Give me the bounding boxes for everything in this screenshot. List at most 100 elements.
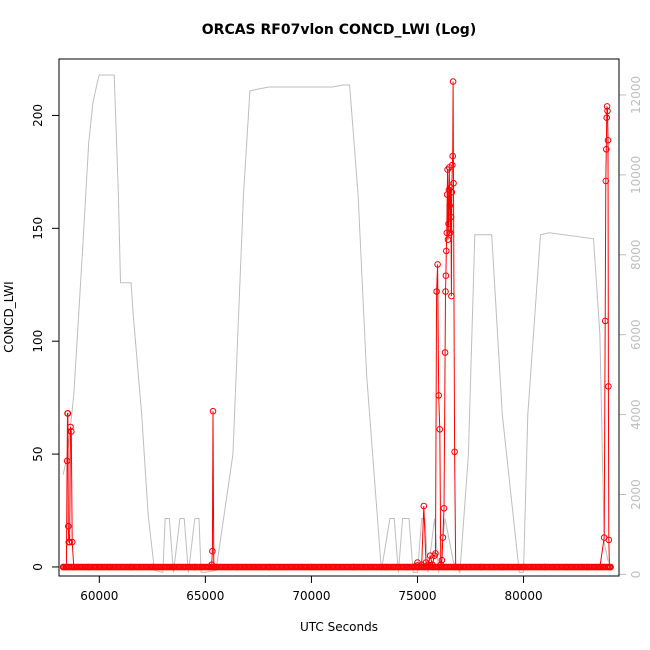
data-point <box>70 563 78 571</box>
data-point <box>601 317 609 325</box>
data-point <box>68 428 75 435</box>
y2-tick-label: 6000 <box>629 319 643 350</box>
x-axis: 60000 65000 70000 75000 80000 <box>80 575 543 603</box>
data-point <box>63 563 70 571</box>
data-point <box>448 292 455 300</box>
data-point <box>437 561 445 569</box>
y-axis-right: 0 2000 4000 6000 8000 10000 12000 <box>619 76 643 578</box>
data-point <box>435 392 443 399</box>
y-tick-label: 150 <box>31 217 45 240</box>
data-point <box>520 563 527 571</box>
data-point <box>605 383 612 390</box>
data-point <box>63 457 71 465</box>
data-point <box>603 114 611 121</box>
data-point <box>604 137 612 144</box>
data-point <box>441 349 449 356</box>
x-tick-label: 70000 <box>292 589 330 603</box>
data-point <box>448 188 456 196</box>
data-point <box>382 563 390 571</box>
data-point <box>209 407 217 415</box>
data-point <box>451 448 458 456</box>
data-point <box>420 502 428 510</box>
data-point <box>403 563 411 571</box>
data-point <box>449 161 456 169</box>
x-axis-label: UTC Seconds <box>300 620 378 634</box>
data-point <box>439 534 447 541</box>
data-point <box>446 229 454 237</box>
data-point <box>607 563 614 571</box>
data-point <box>602 177 610 185</box>
data-point <box>449 78 457 85</box>
x-tick-label: 65000 <box>186 589 224 603</box>
data-point <box>265 563 273 571</box>
y2-tick-label: 4000 <box>629 399 643 430</box>
data-point <box>603 146 610 153</box>
series-altitude <box>62 74 609 574</box>
data-point <box>432 550 439 557</box>
data-point <box>438 556 446 564</box>
y-axis-label: CONCD_LWI <box>2 281 16 352</box>
y2-tick-label: 0 <box>629 571 643 579</box>
y-tick-label: 0 <box>31 563 45 571</box>
data-point <box>424 561 432 569</box>
x-tick-label: 60000 <box>80 589 118 603</box>
data-point <box>59 563 67 571</box>
data-point <box>442 272 450 280</box>
data-point <box>65 523 72 530</box>
data-point <box>212 563 220 571</box>
data-point <box>443 229 451 237</box>
data-point <box>444 236 452 243</box>
data-point <box>603 103 611 110</box>
data-point <box>64 410 72 417</box>
data-point <box>447 213 455 221</box>
data-point <box>605 536 613 544</box>
data-point <box>447 184 454 191</box>
x-tick-label: 80000 <box>504 589 542 603</box>
y2-tick-label: 12000 <box>629 76 643 114</box>
data-point <box>350 563 358 571</box>
data-point <box>433 288 440 295</box>
concentration-line <box>63 81 611 568</box>
data-point <box>499 563 506 571</box>
data-point <box>562 563 570 571</box>
data-point <box>440 505 448 512</box>
data-point <box>443 247 450 255</box>
data-point <box>191 563 199 571</box>
y-tick-label: 50 <box>31 446 45 461</box>
y-tick-label: 200 <box>31 104 45 127</box>
data-point <box>308 563 315 571</box>
data-point <box>233 563 241 571</box>
chart-title: ORCAS RF07vlon CONCD_LWI (Log) <box>202 22 476 38</box>
data-point <box>434 261 441 268</box>
data-point <box>445 220 452 228</box>
y2-tick-label: 2000 <box>629 479 643 510</box>
data-point <box>422 559 430 566</box>
data-point <box>149 563 156 571</box>
data-point <box>541 563 549 571</box>
altitude-line <box>62 74 609 574</box>
data-point <box>436 426 444 433</box>
data-point <box>449 152 457 160</box>
y-tick-label: 100 <box>31 330 45 353</box>
data-point <box>450 179 457 187</box>
data-point <box>127 563 135 571</box>
data-point <box>604 107 611 115</box>
data-point <box>66 538 73 546</box>
data-point <box>85 563 92 571</box>
y2-tick-label: 10000 <box>629 156 643 194</box>
series-concentration <box>59 78 614 571</box>
data-point <box>452 563 460 571</box>
data-point <box>170 563 177 571</box>
x-tick-label: 75000 <box>398 589 436 603</box>
data-point <box>477 563 485 571</box>
data-point <box>456 563 464 571</box>
data-point <box>429 561 436 569</box>
plot-frame <box>58 58 620 577</box>
data-point <box>583 563 591 571</box>
y2-tick-label: 8000 <box>629 239 643 270</box>
data-point <box>106 563 114 571</box>
data-point <box>210 563 218 571</box>
y-axis-left: 0 50 100 150 200 <box>31 104 59 571</box>
data-point <box>209 547 216 555</box>
